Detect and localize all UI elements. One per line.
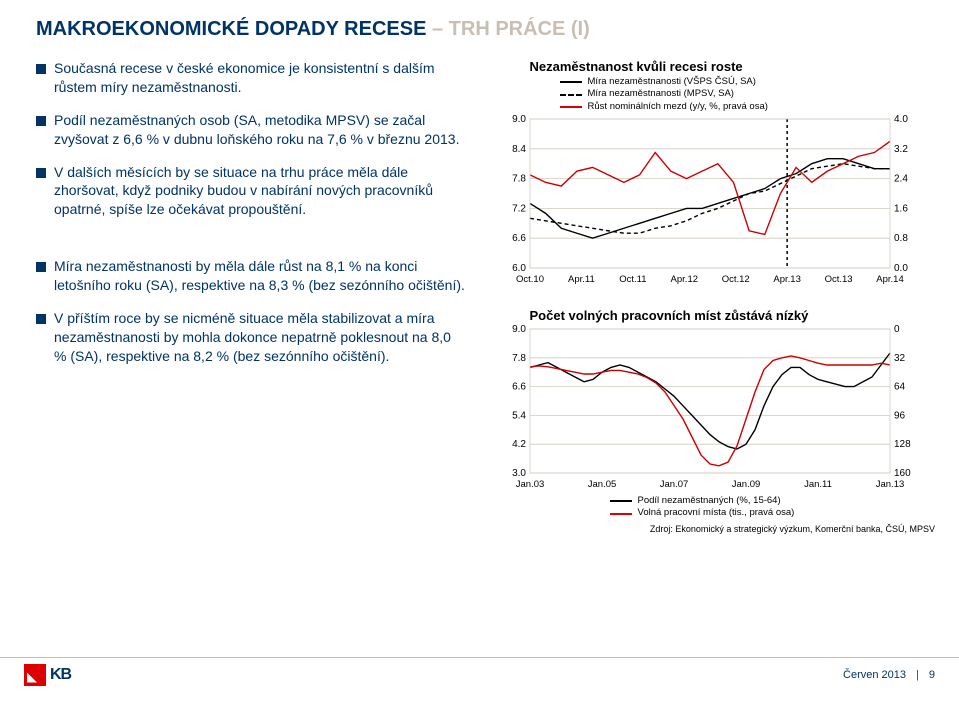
chart-svg: 3.0 0 4.2 32 5.4 64 6.6 96 7.8 128 9.0 160 Jan.03 Jan… <box>490 325 930 495</box>
legend-item: Volná pracovní místa (tis., pravá osa) <box>610 507 939 519</box>
legend-line-icon <box>560 81 582 83</box>
svg-text:128: 128 <box>894 439 911 450</box>
footer-divider: | <box>916 669 919 681</box>
bullet-marker <box>36 64 46 74</box>
logo-text: KB <box>50 666 71 684</box>
bullet-marker <box>36 262 46 272</box>
svg-text:Apr.11: Apr.11 <box>568 274 595 285</box>
logo-square-icon <box>24 664 46 686</box>
chart-unemployment: Nezaměstnanost kvůli recesi roste Míra n… <box>490 59 939 290</box>
svg-text:Jan.13: Jan.13 <box>875 479 904 490</box>
bullet-text: V příštím roce by se nicméně situace měl… <box>54 309 466 366</box>
svg-text:6.0: 6.0 <box>512 263 526 274</box>
svg-text:Jan.03: Jan.03 <box>515 479 544 490</box>
svg-text:160: 160 <box>894 468 911 479</box>
svg-text:1.6: 1.6 <box>894 203 908 214</box>
bullet-text: Míra nezaměstnanosti by měla dále růst n… <box>54 257 466 295</box>
svg-text:4.0: 4.0 <box>894 115 908 125</box>
chart-legend: Míra nezaměstnanosti (VŠPS ČSÚ, SA) Míra… <box>490 76 939 113</box>
svg-text:0.0: 0.0 <box>894 263 908 274</box>
legend-item: Míra nezaměstnanosti (VŠPS ČSÚ, SA) <box>560 76 939 88</box>
title-main: MAKROEKONOMICKÉ DOPADY RECESE <box>36 18 426 40</box>
svg-text:Oct.10: Oct.10 <box>516 274 544 285</box>
bullet-item: Současná recese v české ekonomice je kon… <box>36 59 466 97</box>
legend-line-icon <box>610 500 632 502</box>
chart-title: Nezaměstnanost kvůli recesi roste <box>490 59 939 74</box>
svg-text:5.4: 5.4 <box>512 410 526 421</box>
svg-text:Jan.09: Jan.09 <box>731 479 760 490</box>
bullet-text: Podíl nezaměstnaných osob (SA, metodika … <box>54 111 466 149</box>
legend-item: Podíl nezaměstnaných (%, 15-64) <box>610 495 939 507</box>
svg-text:8.4: 8.4 <box>512 144 526 155</box>
svg-text:Apr.13: Apr.13 <box>773 274 800 285</box>
legend-item: Růst nominálních mezd (y/y, %, pravá osa… <box>560 101 939 113</box>
kb-logo: KB <box>24 664 71 686</box>
footer-page: 9 <box>929 669 935 681</box>
bullet-item: V dalších měsících by se situace na trhu… <box>36 163 466 220</box>
bullet-marker <box>36 314 46 324</box>
legend-line-icon <box>610 513 632 515</box>
svg-text:3.2: 3.2 <box>894 144 908 155</box>
svg-text:0: 0 <box>894 325 900 335</box>
svg-text:7.8: 7.8 <box>512 353 526 364</box>
title-suffix: – TRH PRÁCE (I) <box>426 18 589 40</box>
svg-text:96: 96 <box>894 410 906 421</box>
svg-text:Oct.13: Oct.13 <box>824 274 852 285</box>
svg-text:4.2: 4.2 <box>512 439 526 450</box>
svg-text:2.4: 2.4 <box>894 174 908 185</box>
svg-text:6.6: 6.6 <box>512 382 526 393</box>
svg-text:9.0: 9.0 <box>512 325 526 335</box>
svg-text:Jan.11: Jan.11 <box>804 479 832 490</box>
bullet-item: Míra nezaměstnanosti by měla dále růst n… <box>36 257 466 295</box>
svg-text:7.2: 7.2 <box>512 203 526 214</box>
svg-text:0.8: 0.8 <box>894 233 908 244</box>
svg-text:Jan.05: Jan.05 <box>587 479 616 490</box>
footer-date: Červen 2013 <box>843 669 906 681</box>
legend-line-icon <box>560 94 582 96</box>
svg-text:32: 32 <box>894 353 906 364</box>
source-text: Zdroj: Ekonomický a strategický výzkum, … <box>490 524 939 534</box>
bullet-text: Současná recese v české ekonomice je kon… <box>54 59 466 97</box>
legend-line-icon <box>560 106 582 108</box>
svg-text:7.8: 7.8 <box>512 174 526 185</box>
chart-title: Počet volných pracovních míst zůstává ní… <box>490 308 939 323</box>
footer-meta: Červen 2013 | 9 <box>843 669 935 681</box>
bullet-marker <box>36 168 46 178</box>
chart-legend: Podíl nezaměstnaných (%, 15-64) Volná pr… <box>490 495 939 520</box>
svg-text:Jan.07: Jan.07 <box>659 479 688 490</box>
svg-text:Apr.12: Apr.12 <box>670 274 697 285</box>
bullet-text: V dalších měsících by se situace na trhu… <box>54 163 466 220</box>
svg-text:Apr.14: Apr.14 <box>876 274 903 285</box>
legend-item: Míra nezaměstnanosti (MPSV, SA) <box>560 88 939 100</box>
chart-svg: 6.0 0.0 6.6 0.8 7.2 1.6 7.8 2.4 8.4 3.2 9.0 4.0 Oct.… <box>490 115 930 290</box>
svg-text:6.6: 6.6 <box>512 233 526 244</box>
bullet-item: Podíl nezaměstnaných osob (SA, metodika … <box>36 111 466 149</box>
svg-text:3.0: 3.0 <box>512 468 526 479</box>
bullet-marker <box>36 116 46 126</box>
svg-text:9.0: 9.0 <box>512 115 526 125</box>
svg-text:64: 64 <box>894 382 906 393</box>
chart-vacancies: Počet volných pracovních míst zůstává ní… <box>490 308 939 534</box>
bullet-list: Současná recese v české ekonomice je kon… <box>36 59 466 552</box>
svg-text:Oct.12: Oct.12 <box>721 274 749 285</box>
page-title: MAKROEKONOMICKÉ DOPADY RECESE – TRH PRÁC… <box>0 0 959 41</box>
bullet-item: V příštím roce by se nicméně situace měl… <box>36 309 466 366</box>
svg-text:Oct.11: Oct.11 <box>619 274 646 285</box>
footer: KB Červen 2013 | 9 <box>0 657 959 691</box>
